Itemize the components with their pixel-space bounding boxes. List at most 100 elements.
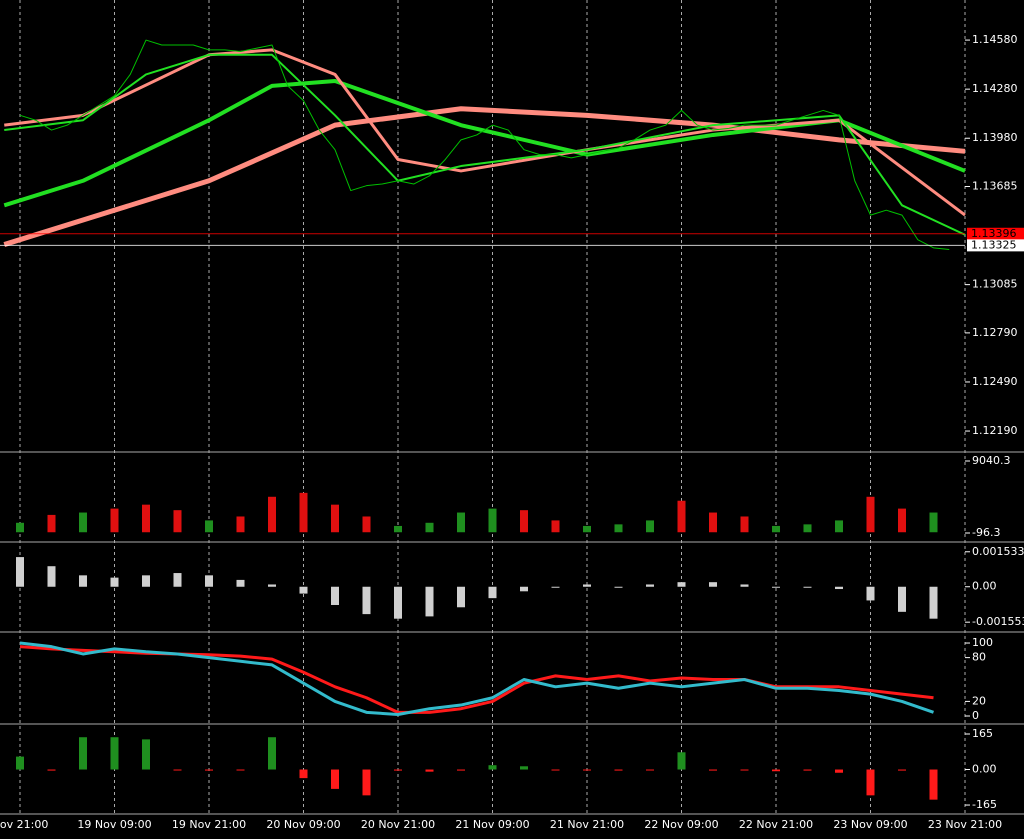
y-tick-label: -0.001553 — [972, 615, 1024, 628]
bar — [709, 582, 718, 587]
bar — [425, 522, 434, 533]
x-tick-label: 23 Nov 21:00 — [928, 818, 1002, 831]
x-tick-label: 20 Nov 09:00 — [266, 818, 340, 831]
bar — [299, 586, 308, 594]
bar — [362, 586, 371, 615]
bar — [331, 769, 340, 789]
bar — [173, 769, 182, 771]
bar — [583, 769, 592, 771]
bar — [520, 766, 529, 770]
price-tag-label: 1.13396 — [971, 227, 1017, 240]
bar — [16, 522, 25, 533]
bar — [740, 769, 749, 771]
bar — [299, 492, 308, 533]
bar — [110, 577, 119, 587]
bar — [142, 739, 151, 770]
bar — [583, 584, 592, 587]
bar — [362, 769, 371, 796]
bar — [457, 586, 466, 608]
y-tick-label: 1.12490 — [972, 375, 1018, 388]
bar — [866, 769, 875, 796]
bar — [772, 769, 781, 772]
series-line — [3, 78, 966, 208]
bar — [47, 769, 56, 771]
bar — [236, 769, 245, 771]
y-tick-label: 1.12190 — [972, 424, 1018, 437]
y-tick-label: 1.12790 — [972, 326, 1018, 339]
bar — [709, 512, 718, 533]
bar — [677, 500, 686, 533]
price-tag — [967, 239, 1024, 252]
y-tick-label: 0 — [972, 709, 979, 722]
series-line — [19, 39, 950, 250]
y-tick-label: 1.13980 — [972, 131, 1018, 144]
bar — [772, 586, 781, 588]
series-line — [19, 641, 934, 717]
y-tick-label: 1.14580 — [972, 33, 1018, 46]
bar — [614, 586, 623, 588]
bar — [835, 769, 844, 773]
bar — [929, 512, 938, 533]
bar — [110, 737, 119, 770]
bar — [835, 520, 844, 533]
bar — [866, 586, 875, 601]
y-tick-label: 0.00 — [972, 580, 997, 593]
bar — [488, 508, 497, 533]
series-line — [4, 48, 966, 217]
bar — [520, 586, 529, 592]
x-tick-label: 20 Nov 21:00 — [361, 818, 435, 831]
bar — [331, 586, 340, 605]
price-tag — [967, 227, 1024, 240]
bar — [16, 557, 25, 587]
bar — [898, 586, 907, 612]
bar — [173, 573, 182, 587]
bar — [47, 566, 56, 587]
x-tick-label: 19 Nov 21:00 — [172, 818, 246, 831]
bar — [47, 514, 56, 533]
y-tick-label: 165 — [972, 727, 993, 740]
bar — [646, 769, 655, 771]
x-tick-label: 19 Nov 09:00 — [77, 818, 151, 831]
bar — [583, 525, 592, 533]
bar — [205, 769, 214, 771]
bar — [79, 575, 88, 587]
y-tick-label: 9040.3 — [972, 454, 1011, 467]
bar — [866, 496, 875, 533]
bar — [173, 510, 182, 533]
bar — [520, 510, 529, 533]
bar — [929, 769, 938, 800]
y-tick-label: -96.3 — [972, 526, 1000, 539]
bar — [457, 512, 466, 533]
y-tick-label: 1.13685 — [972, 179, 1018, 192]
bar — [205, 575, 214, 587]
bar — [488, 586, 497, 599]
bar — [614, 524, 623, 533]
bar — [236, 516, 245, 533]
bar — [394, 769, 403, 771]
bar — [268, 584, 277, 587]
x-tick-label: 22 Nov 21:00 — [739, 818, 813, 831]
x-tick-label: 23 Nov 09:00 — [833, 818, 907, 831]
bar — [142, 575, 151, 587]
bar — [457, 769, 466, 771]
bar — [16, 756, 25, 770]
bar — [803, 524, 812, 533]
y-tick-label: -165 — [972, 798, 997, 811]
bar — [898, 769, 907, 771]
y-tick-label: 100 — [972, 636, 993, 649]
bar — [110, 508, 119, 533]
bar — [236, 579, 245, 587]
bar — [929, 586, 938, 619]
bar — [205, 520, 214, 533]
bar — [677, 752, 686, 770]
bar — [740, 516, 749, 533]
y-tick-label: 20 — [972, 694, 986, 707]
y-tick-label: 1.13085 — [972, 278, 1018, 291]
bar — [646, 584, 655, 587]
bar — [394, 525, 403, 533]
bar — [614, 769, 623, 771]
bar — [299, 769, 308, 779]
x-tick-label: Nov 21:00 — [0, 818, 48, 831]
